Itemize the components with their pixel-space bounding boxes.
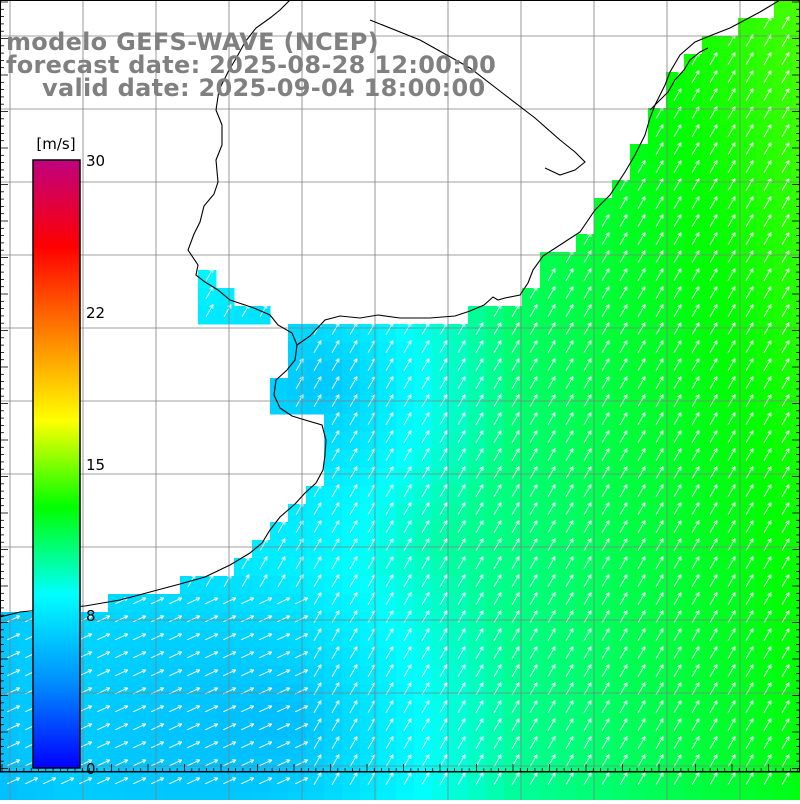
speed-cell: [360, 792, 379, 800]
speed-cell: [90, 792, 109, 800]
speed-cell: [216, 792, 235, 800]
speed-cell: [36, 792, 55, 800]
speed-cell: [792, 720, 800, 739]
speed-cell: [162, 792, 181, 800]
speed-cell: [144, 792, 163, 800]
speed-cell: [414, 792, 433, 800]
speed-cell: [576, 792, 595, 800]
speed-cell: [342, 792, 361, 800]
speed-cell: [792, 486, 800, 505]
speed-cell: [234, 792, 253, 800]
speed-cell: [486, 792, 505, 800]
speed-cell: [522, 792, 541, 800]
speed-cell: [792, 360, 800, 379]
speed-cell: [540, 792, 559, 800]
speed-cell: [504, 792, 523, 800]
speed-cell: [126, 792, 145, 800]
speed-cell: [792, 144, 800, 163]
speed-cell: [792, 54, 800, 73]
speed-cell: [594, 198, 613, 217]
speed-cell: [468, 306, 487, 325]
speed-cell: [792, 630, 800, 649]
speed-cell: [306, 792, 325, 800]
speed-cell: [792, 18, 800, 37]
speed-cell: [180, 792, 199, 800]
speed-cell: [558, 792, 577, 800]
speed-cell: [450, 792, 469, 800]
speed-cell: [792, 108, 800, 127]
legend-color-bar: [33, 160, 80, 768]
speed-cell: [702, 36, 721, 55]
speed-cell: [270, 378, 289, 397]
speed-cell: [792, 180, 800, 199]
legend-tick-label: 15: [86, 456, 105, 474]
speed-cell: [792, 162, 800, 181]
speed-cell: [792, 450, 800, 469]
speed-cell: [54, 792, 73, 800]
speed-cell: [792, 126, 800, 145]
speed-cell: [594, 792, 613, 800]
speed-cell: [792, 612, 800, 631]
legend-tick-label: 8: [86, 607, 96, 625]
speed-cell: [324, 792, 343, 800]
speed-cell: [0, 792, 19, 800]
speed-cell: [792, 432, 800, 451]
speed-cell: [612, 792, 631, 800]
speed-cell: [18, 792, 37, 800]
legend-tick-label: 22: [86, 304, 105, 322]
speed-cell: [738, 18, 757, 37]
speed-cell: [396, 792, 415, 800]
speed-cell: [468, 792, 487, 800]
legend-tick-label: 30: [86, 152, 105, 170]
speed-cell: [756, 792, 775, 800]
speed-cell: [666, 792, 685, 800]
speed-cell: [684, 792, 703, 800]
speed-cell: [738, 792, 757, 800]
speed-cell: [792, 378, 800, 397]
speed-cell: [108, 792, 127, 800]
speed-cell: [774, 792, 793, 800]
speed-cell: [702, 792, 721, 800]
speed-cell: [792, 288, 800, 307]
speed-cell: [288, 792, 307, 800]
speed-cell: [792, 774, 800, 793]
legend-tick-label: 0: [86, 760, 96, 778]
speed-cell: [270, 792, 289, 800]
speed-cell: [198, 792, 217, 800]
speed-cell: [792, 594, 800, 613]
speed-cell: [792, 558, 800, 577]
speed-cell: [792, 324, 800, 343]
speed-cell: [792, 90, 800, 109]
speed-cell: [630, 792, 649, 800]
speed-cell: [648, 792, 667, 800]
legend-unit-label: [m/s]: [36, 135, 75, 153]
speed-cell: [792, 414, 800, 433]
speed-cell: [792, 522, 800, 541]
speed-cell: [720, 792, 739, 800]
speed-cell: [792, 216, 800, 235]
speed-cell: [378, 792, 397, 800]
speed-cell: [252, 792, 271, 800]
speed-cell: [792, 648, 800, 667]
speed-cell: [72, 792, 91, 800]
map-title-valid-date: valid date: 2025-09-04 18:00:00: [42, 76, 485, 100]
speed-cell: [792, 792, 800, 800]
speed-cell: [774, 0, 793, 19]
speed-cell: [792, 666, 800, 685]
speed-cell: [792, 396, 800, 415]
